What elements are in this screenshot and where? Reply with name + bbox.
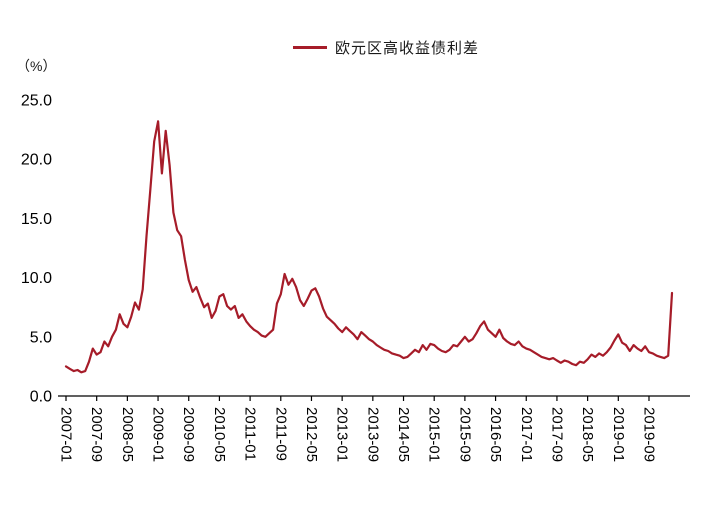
x-tick-label: 2011-09 xyxy=(272,407,289,461)
y-tick-label: 15.0 xyxy=(21,211,52,228)
y-tick-label: 5.0 xyxy=(30,329,52,346)
x-tick-label: 2007-09 xyxy=(88,407,105,462)
x-tick-label: 2015-01 xyxy=(426,407,443,462)
x-tick-label: 2013-01 xyxy=(334,407,351,462)
x-tick-label: 2019-09 xyxy=(640,407,657,462)
y-axis-unit-label: （%） xyxy=(16,58,57,74)
x-tick-label: 2018-05 xyxy=(579,407,596,462)
y-axis-tick-labels: 0.0 5.0 10.0 15.0 20.0 25.0 xyxy=(21,93,52,406)
y-tick-label: 0.0 xyxy=(30,389,52,406)
x-axis xyxy=(58,395,690,401)
x-tick-label: 2007-01 xyxy=(58,407,75,462)
x-tick-label: 2014-05 xyxy=(395,407,412,462)
x-tick-label: 2008-05 xyxy=(119,407,136,462)
x-axis-tick-labels: 2007-01 2007-09 2008-05 2009-01 2009-09 2010-… xyxy=(58,407,658,462)
x-tick-label: 2013-09 xyxy=(364,407,381,462)
legend-line-swatch xyxy=(292,46,327,49)
x-tick-label: 2019-01 xyxy=(610,407,627,462)
x-tick-label: 2015-09 xyxy=(456,407,473,462)
series-group xyxy=(64,120,674,374)
x-tick-label: 2009-01 xyxy=(150,407,167,462)
x-tick-label: 2009-09 xyxy=(180,407,197,462)
y-tick-label: 10.0 xyxy=(21,270,52,287)
x-tick-label: 2011-01 xyxy=(242,407,259,461)
legend-label: 欧元区高收益债利差 xyxy=(334,40,480,57)
y-tick-label: 20.0 xyxy=(21,152,52,169)
x-tick-label: 2012-05 xyxy=(303,407,320,462)
x-tick-label: 2016-05 xyxy=(487,407,504,462)
legend: 欧元区高收益债利差 xyxy=(292,37,480,58)
series-line xyxy=(64,120,674,374)
x-tick-label: 2017-09 xyxy=(548,407,565,462)
x-tick-label: 2017-01 xyxy=(518,407,535,462)
x-tick-label: 2010-05 xyxy=(211,407,228,462)
y-tick-label: 25.0 xyxy=(21,93,52,110)
